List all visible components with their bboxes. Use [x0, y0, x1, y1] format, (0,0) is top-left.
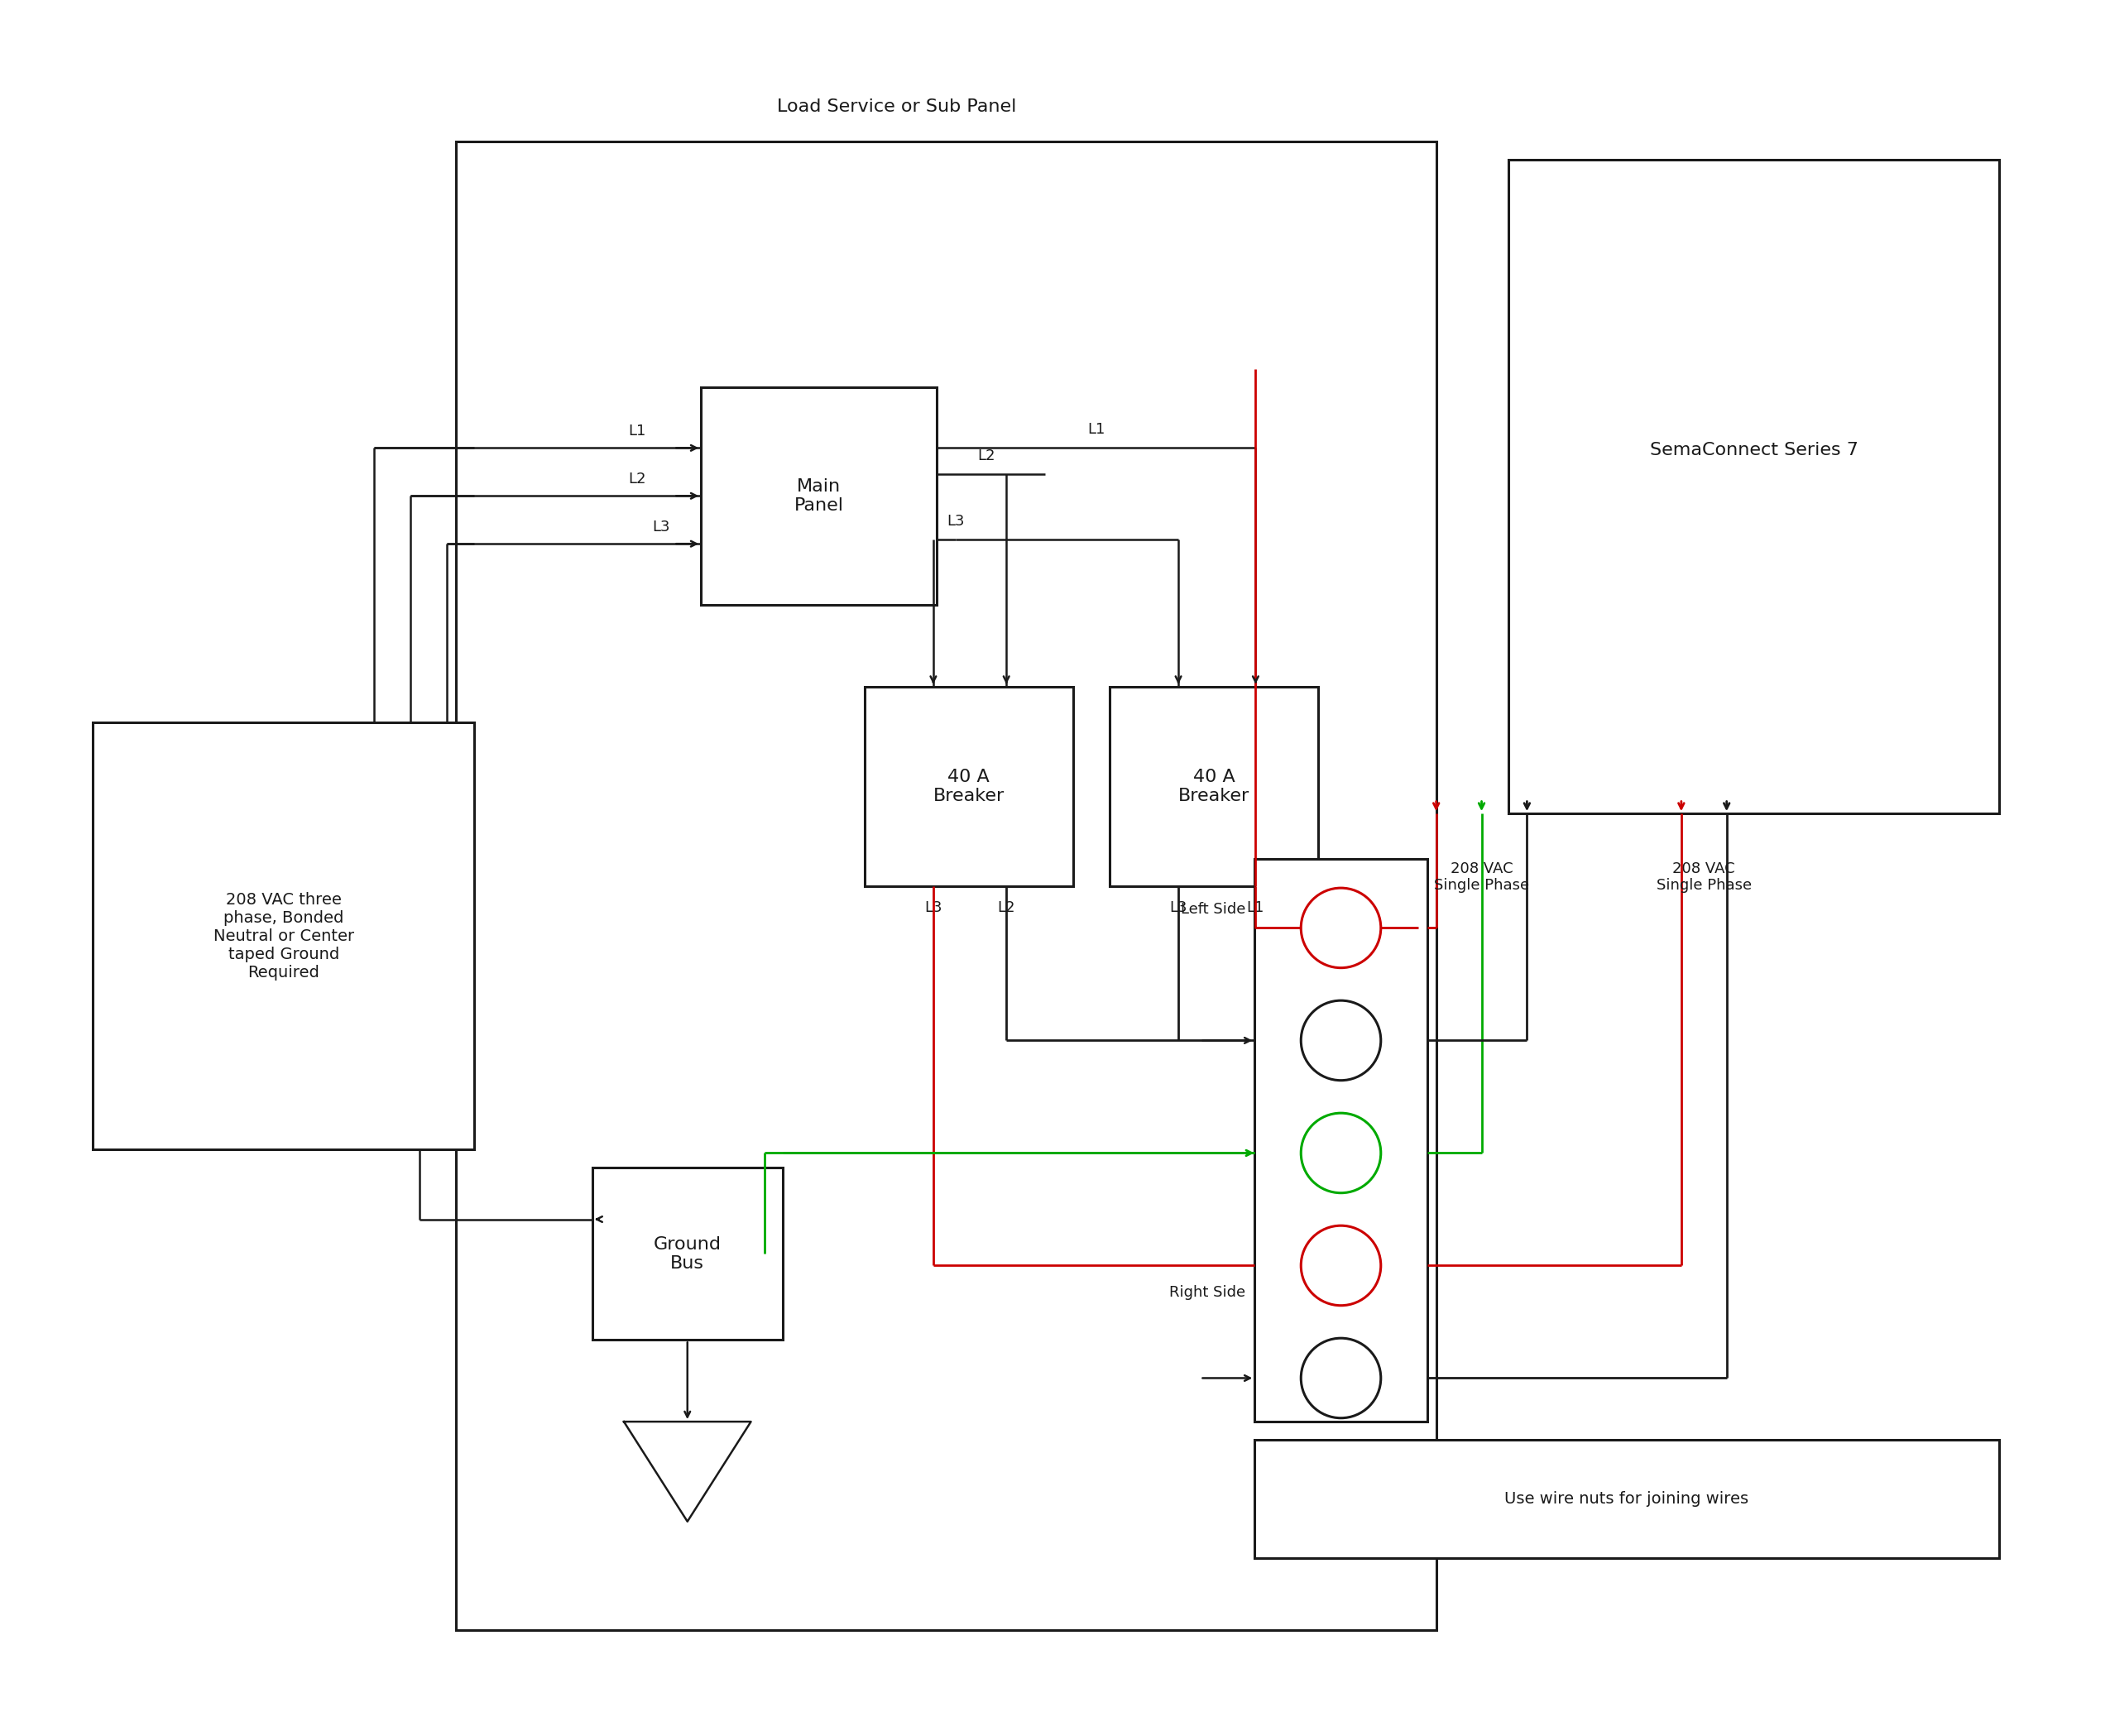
Bar	[1255, 1439, 1998, 1557]
Bar	[93, 722, 475, 1149]
Text: Ground
Bus: Ground Bus	[654, 1236, 722, 1271]
Text: Right Side: Right Side	[1169, 1285, 1245, 1300]
Text: SemaConnect Series 7: SemaConnect Series 7	[1650, 443, 1859, 458]
Text: L1: L1	[1247, 901, 1264, 915]
Text: Load Service or Sub Panel: Load Service or Sub Panel	[776, 99, 1017, 115]
Text: Main
Panel: Main Panel	[793, 477, 844, 514]
Text: L3: L3	[947, 514, 964, 528]
Text: 208 VAC three
phase, Bonded
Neutral or Center
taped Ground
Required: 208 VAC three phase, Bonded Neutral or C…	[213, 892, 354, 981]
Circle shape	[1302, 1113, 1380, 1193]
Text: L2: L2	[977, 448, 996, 464]
Circle shape	[1302, 1000, 1380, 1080]
Text: L3: L3	[924, 901, 943, 915]
Bar	[593, 1168, 783, 1340]
Text: 40 A
Breaker: 40 A Breaker	[1177, 769, 1249, 804]
Circle shape	[1302, 1226, 1380, 1305]
Circle shape	[1302, 889, 1380, 969]
Bar	[1509, 160, 1998, 814]
Bar	[1255, 859, 1426, 1422]
Text: L3: L3	[1169, 901, 1188, 915]
Bar	[1110, 686, 1319, 885]
Text: 208 VAC
Single Phase: 208 VAC Single Phase	[1656, 861, 1751, 892]
Bar	[701, 387, 937, 604]
Text: L2: L2	[998, 901, 1015, 915]
Text: Left Side: Left Side	[1182, 903, 1245, 917]
Bar	[865, 686, 1074, 885]
Circle shape	[1302, 1338, 1380, 1418]
Text: L2: L2	[629, 472, 646, 486]
Text: Use wire nuts for joining wires: Use wire nuts for joining wires	[1504, 1491, 1749, 1507]
Text: 208 VAC
Single Phase: 208 VAC Single Phase	[1435, 861, 1530, 892]
Text: L1: L1	[629, 424, 646, 439]
Text: L1: L1	[1087, 422, 1106, 437]
Text: 40 A
Breaker: 40 A Breaker	[933, 769, 1004, 804]
Text: L3: L3	[652, 519, 671, 535]
Bar	[456, 142, 1437, 1630]
